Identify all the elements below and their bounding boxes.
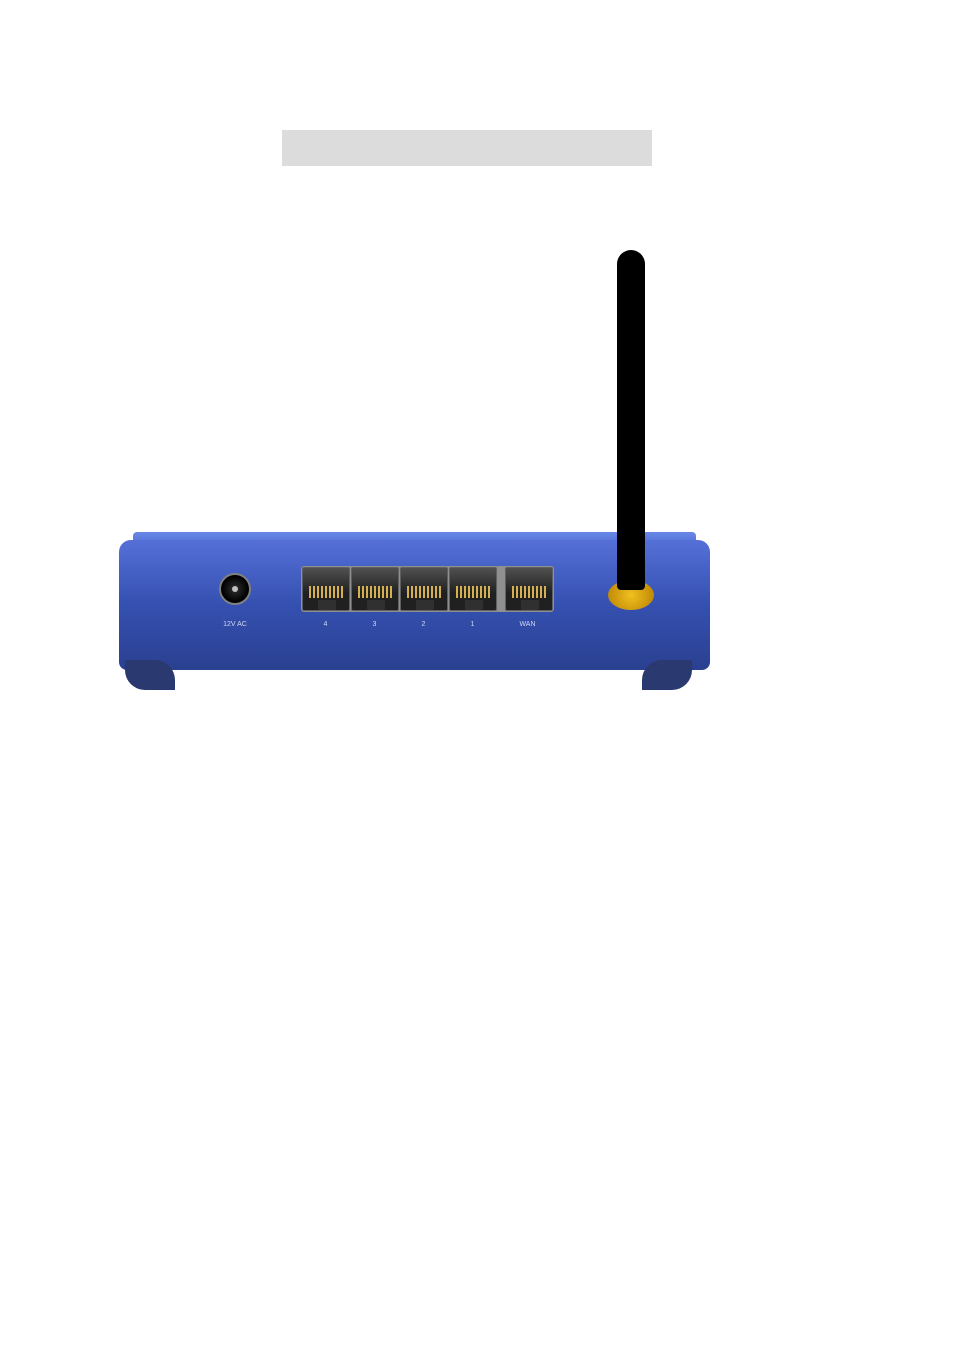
lan-port-1 bbox=[449, 567, 497, 611]
power-pin bbox=[232, 586, 238, 592]
router-antenna bbox=[617, 250, 645, 590]
power-port-icon bbox=[219, 573, 251, 605]
lan-label-2: 2 bbox=[399, 621, 448, 628]
lan-label-4: 4 bbox=[301, 621, 350, 628]
router-foot-left bbox=[125, 660, 175, 690]
power-label: 12V AC bbox=[219, 621, 251, 628]
lan-label-3: 3 bbox=[350, 621, 399, 628]
lan-port-2 bbox=[400, 567, 448, 611]
lan-port-4 bbox=[302, 567, 350, 611]
wan-label: WAN bbox=[503, 621, 552, 628]
port-labels-row: 12V AC 4 3 2 1 WAN bbox=[219, 621, 552, 628]
gray-heading-bar bbox=[282, 130, 652, 166]
ethernet-ports-group bbox=[301, 566, 554, 612]
router-foot-right bbox=[642, 660, 692, 690]
lan-label-1: 1 bbox=[448, 621, 497, 628]
lan-port-3 bbox=[351, 567, 399, 611]
router-back-illustration: 12V AC 4 3 2 1 WAN bbox=[105, 250, 710, 690]
router-ports-row bbox=[219, 566, 554, 612]
router-base bbox=[105, 660, 720, 690]
wan-port bbox=[505, 567, 553, 611]
